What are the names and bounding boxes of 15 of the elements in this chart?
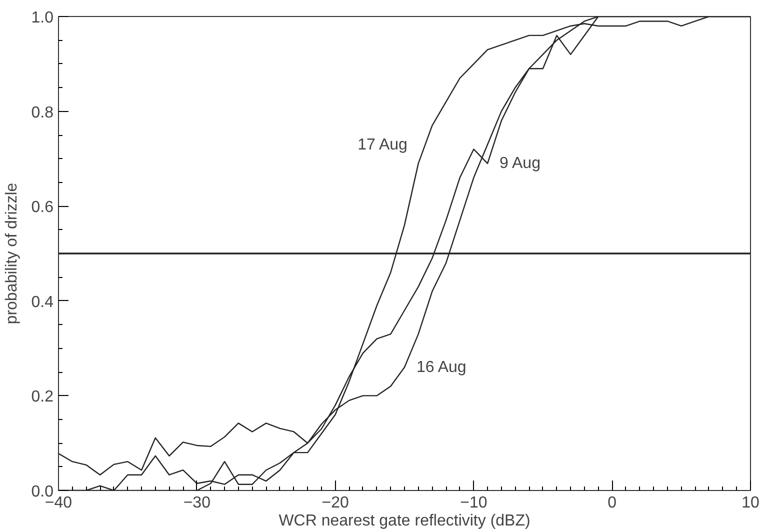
- y-axis-title: probability of drizzle: [3, 182, 20, 324]
- annotation: 9 Aug: [500, 154, 540, 172]
- y-tick-label: 0.8: [31, 104, 54, 122]
- x-tick-label: 10: [742, 494, 760, 512]
- x-tick-label: −20: [322, 494, 349, 512]
- x-tick-label: −10: [460, 494, 488, 512]
- x-tick-label: 0: [608, 494, 617, 512]
- y-tick-label: 0.4: [31, 294, 54, 311]
- y-tick-label: 0.6: [31, 199, 54, 216]
- annotation: 16 Aug: [416, 358, 466, 376]
- y-tick-label: 0.2: [31, 388, 54, 406]
- x-axis-title: WCR nearest gate reflectivity (dBZ): [278, 512, 530, 530]
- annotation: 17 Aug: [358, 136, 408, 154]
- x-tick-label: −30: [183, 494, 211, 512]
- y-tick-label: 1.0: [31, 10, 54, 26]
